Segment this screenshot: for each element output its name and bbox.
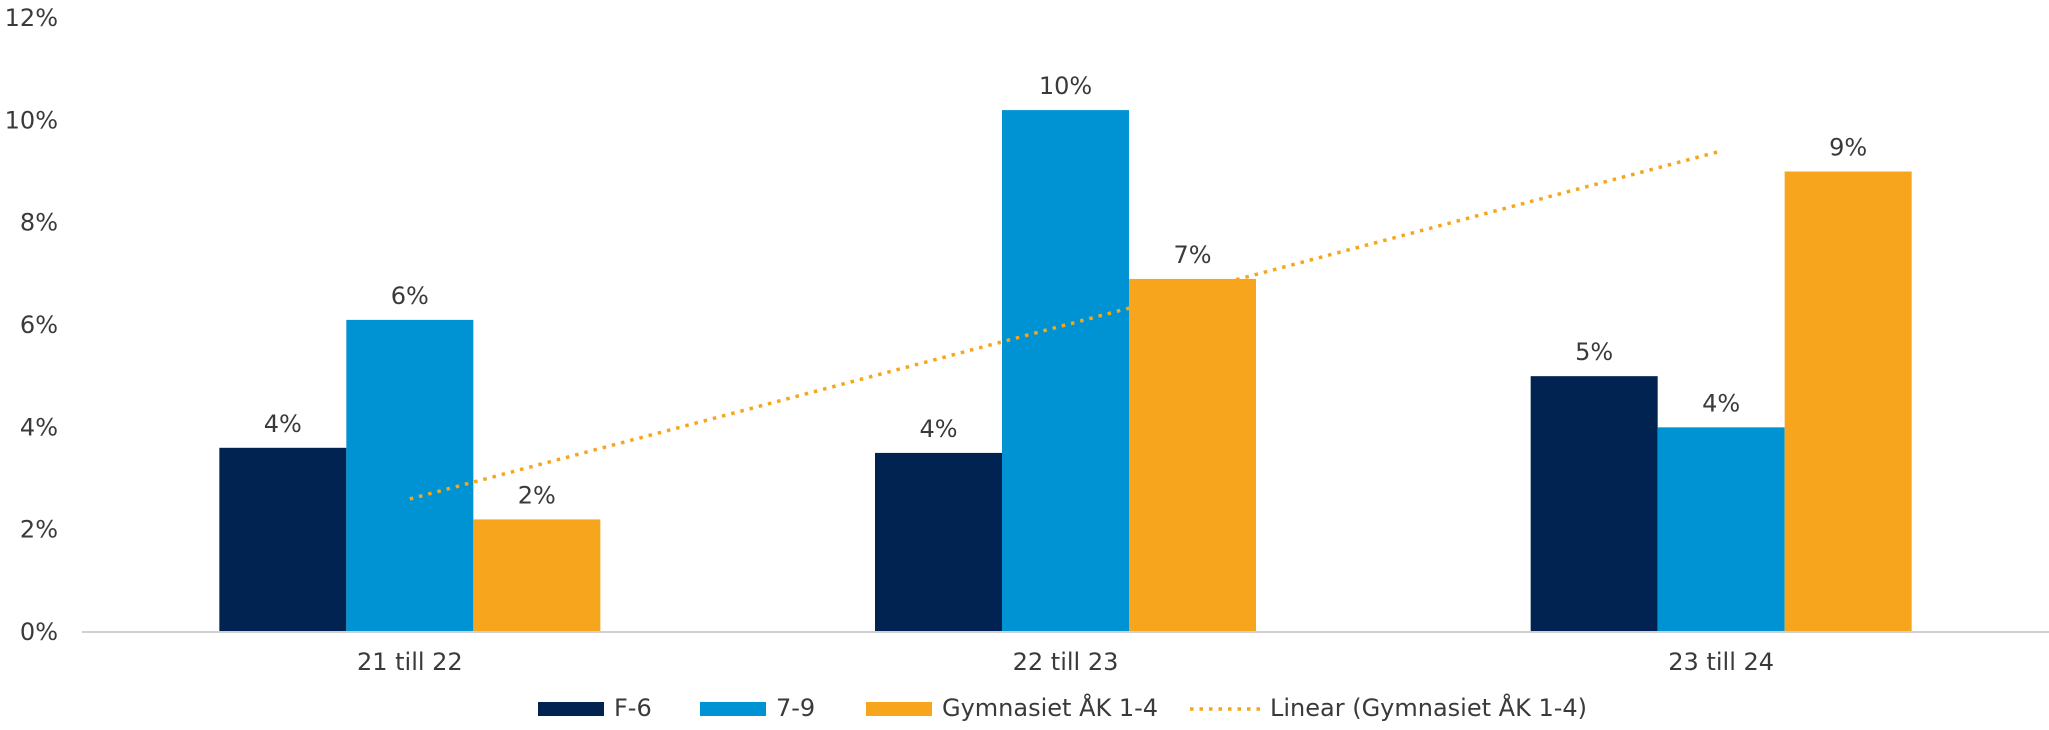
data-label: 4% [919, 415, 957, 443]
legend-swatch [866, 702, 932, 716]
legend-label: Gymnasiet ÅK 1-4 [942, 693, 1158, 722]
data-label: 7% [1173, 241, 1211, 269]
y-tick-label: 4% [20, 413, 58, 441]
bar [1784, 171, 1912, 632]
legend-label: F-6 [614, 694, 652, 722]
legend: F-6 7-9 Gymnasiet ÅK 1-4 Linear (Gymnasiet … [538, 693, 1587, 722]
y-tick-label: 2% [20, 516, 58, 544]
x-category-label: 21 till 22 [357, 648, 463, 676]
bar [346, 319, 474, 632]
data-label: 10% [1039, 72, 1092, 100]
y-tick-label: 6% [20, 311, 58, 339]
y-axis: 0% 2% 4% 6% 8% 10% 12% [5, 4, 58, 646]
x-axis: 21 till 22 22 till 23 23 till 24 [82, 631, 2049, 676]
x-category-label: 22 till 23 [1013, 648, 1119, 676]
bar [1530, 376, 1658, 632]
bars: 4% 6% 2% 4% 10% 7% 5% 4% 9% [219, 72, 1912, 633]
trendline-path [409, 149, 1722, 501]
bar [1129, 278, 1256, 632]
data-label: 4% [1702, 389, 1740, 417]
data-label: 4% [264, 410, 302, 438]
y-tick-label: 8% [20, 209, 58, 237]
data-label: 2% [518, 481, 556, 509]
y-tick-label: 12% [5, 4, 58, 32]
data-label: 5% [1575, 338, 1613, 366]
bar [219, 447, 347, 632]
y-tick-label: 0% [20, 618, 58, 646]
bar [1002, 110, 1129, 633]
data-label: 9% [1829, 134, 1867, 162]
bar [875, 452, 1002, 632]
x-category-label: 23 till 24 [1668, 648, 1774, 676]
legend-label: 7-9 [776, 694, 815, 722]
legend-label: Linear (Gymnasiet ÅK 1-4) [1270, 693, 1587, 722]
legend-swatch [538, 702, 604, 716]
bar [473, 519, 601, 632]
bar [1657, 427, 1785, 632]
legend-swatch [700, 702, 766, 716]
trendline [409, 149, 1722, 501]
data-label: 6% [391, 282, 429, 310]
y-tick-label: 10% [5, 106, 58, 134]
